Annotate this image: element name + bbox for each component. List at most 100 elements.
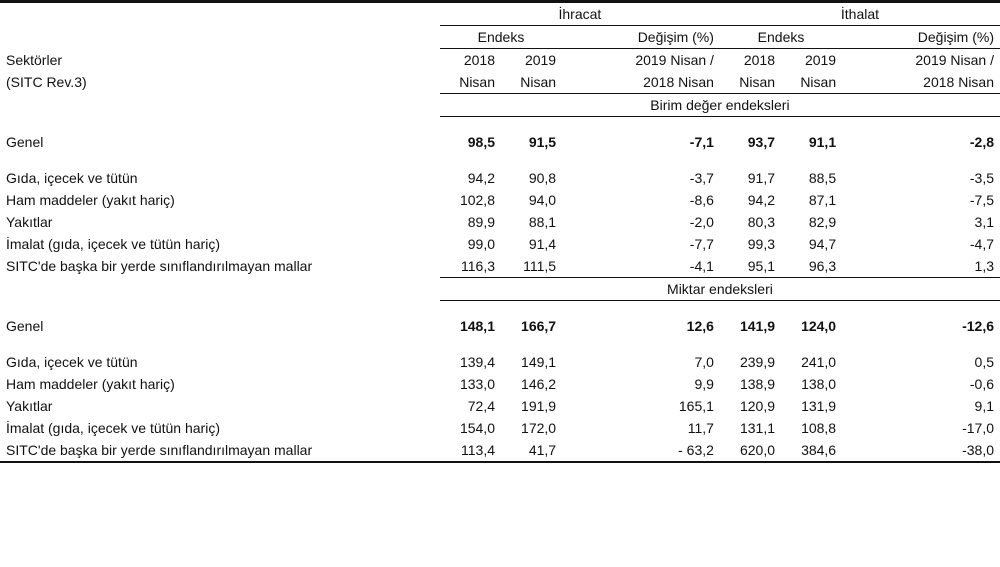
import-2019-header: 2019 <box>804 52 837 68</box>
import-2019-value: 96,3 <box>808 258 837 274</box>
import-2019-month: Nisan <box>800 74 837 90</box>
export-2019-value: 111,5 <box>523 258 557 274</box>
table-row: Yakıtlar 72,4 191,9 165,1 120,9 131,9 9,1 <box>0 395 1000 417</box>
import-change-value: -3,5 <box>969 170 994 186</box>
spacer-row <box>0 153 1000 167</box>
import-2018-value: 93,7 <box>747 134 776 150</box>
section-title-spacer <box>0 278 440 301</box>
export-2018-value: 113,4 <box>439 439 501 463</box>
export-change-value: 11,7 <box>687 420 714 436</box>
export-2018-value: 139,4 <box>459 354 495 370</box>
export-2018-value: 148,1 <box>459 318 495 334</box>
import-ratio-month: 2018 Nisan <box>923 74 994 90</box>
table-row: Ham maddeler (yakıt hariç) 133,0 146,2 9,9 1… <box>0 373 1000 395</box>
export-2018-value: 72,4 <box>467 398 495 414</box>
total-row: Genel 98,5 91,5 -7,1 93,7 91,1 -2,8 <box>0 131 1000 153</box>
sector-label: SITC'de başka bir yerde sınıflandırılmay… <box>0 439 440 463</box>
import-2019-value: 241,0 <box>801 354 837 370</box>
export-change-header: Değişim (%) <box>562 25 720 49</box>
sector-label: Ham maddeler (yakıt hariç) <box>6 192 175 208</box>
sector-label: Yakıtlar <box>6 214 53 230</box>
section-title: Birim değer endeksleri <box>439 93 1000 117</box>
header-row-measure: Endeks Değişim (%) Endeks Değişim (%) <box>0 25 1000 49</box>
import-2018-value: 99,3 <box>747 236 776 252</box>
spacer-row <box>0 337 1000 351</box>
section-title-row: Birim değer endeksleri <box>0 93 1000 117</box>
import-2018-value: 94,2 <box>747 192 776 208</box>
import-2018-value: 120,9 <box>739 398 776 414</box>
export-2019-value: 191,9 <box>521 398 557 414</box>
export-2018-value: 116,3 <box>461 258 495 274</box>
table-row: Gıda, içecek ve tütün 139,4 149,1 7,0 239,9 2… <box>0 351 1000 373</box>
import-2019-value: 87,1 <box>808 192 837 208</box>
import-2019-value: 124,0 <box>801 318 837 334</box>
sector-label: SITC'de başka bir yerde sınıflandırılmay… <box>6 258 313 275</box>
import-change-value: 9,1 <box>974 398 994 414</box>
export-ratio-month: 2018 Nisan <box>643 74 714 90</box>
table-row: SITC'de başka bir yerde sınıflandırılmay… <box>0 255 1000 278</box>
import-2018-value: 141,9 <box>739 318 776 334</box>
import-2019-value: 138,0 <box>801 376 837 392</box>
import-2018-value: 620,0 <box>719 439 782 463</box>
import-2018-value: 131,1 <box>739 420 776 436</box>
section-title-row: Miktar endeksleri <box>0 277 1000 301</box>
export-2019-value: 172,0 <box>521 420 557 436</box>
sectors-header: Sektörler <box>6 51 63 68</box>
sector-label: İmalat (gıda, içecek ve tütün hariç) <box>6 236 220 252</box>
import-change-value: -4,7 <box>969 236 994 252</box>
spacer-cell <box>0 301 1000 316</box>
sector-label: Ham maddeler (yakıt hariç) <box>6 376 175 392</box>
import-change-value: -12,6 <box>962 318 994 334</box>
spacer-row <box>0 301 1000 316</box>
import-2019-value: 94,7 <box>808 236 837 252</box>
import-header: İthalat <box>719 3 1000 26</box>
import-change-value: 0,5 <box>974 354 994 370</box>
export-2019-value: 91,5 <box>528 134 557 150</box>
import-change-value: -7,5 <box>969 192 994 208</box>
import-2018-value: 80,3 <box>747 214 776 230</box>
export-2019-value: 146,2 <box>521 376 557 392</box>
import-change-value: 3,1 <box>974 214 994 230</box>
sector-label: Genel <box>6 318 44 334</box>
export-change-value: -2,0 <box>689 214 714 230</box>
import-index-header: Endeks <box>719 25 843 49</box>
export-2019-value: 166,7 <box>521 318 557 334</box>
export-2019-value: 41,7 <box>501 439 563 463</box>
export-change-value: -4,1 <box>689 258 714 274</box>
import-2019-value: 108,8 <box>801 420 837 436</box>
table-row: Ham maddeler (yakıt hariç) 102,8 94,0 -8,6 9… <box>0 189 1000 211</box>
import-change-header: Değişim (%) <box>842 25 1000 49</box>
import-2018-value: 95,1 <box>747 258 776 274</box>
export-2019-value: 91,4 <box>528 236 557 252</box>
export-2018-value: 98,5 <box>467 134 495 150</box>
import-change-value: 1,3 <box>974 258 994 274</box>
export-2018-month: Nisan <box>459 74 495 90</box>
export-2019-header: 2019 <box>524 52 557 68</box>
import-ratio-header: 2019 Nisan / <box>915 52 994 68</box>
import-2019-value: 131,9 <box>801 398 837 414</box>
export-change-value: 9,9 <box>694 376 714 392</box>
import-2018-value: 138,9 <box>739 376 776 392</box>
table-row: İmalat (gıda, içecek ve tütün hariç) 154,… <box>0 417 1000 439</box>
table-row: SITC'de başka bir yerde sınıflandırılmay… <box>0 439 1000 463</box>
export-change-value: -7,7 <box>689 236 714 252</box>
export-change-value: 165,1 <box>678 398 714 414</box>
export-2019-value: 94,0 <box>528 192 557 208</box>
export-index-header: Endeks <box>439 25 563 49</box>
import-2018-header: 2018 <box>743 52 776 68</box>
export-2018-value: 99,0 <box>467 236 495 252</box>
total-row: Genel 148,1 166,7 12,6 141,9 124,0 -12,6 <box>0 315 1000 337</box>
sector-label: Gıda, içecek ve tütün <box>6 354 138 370</box>
sector-label: İmalat (gıda, içecek ve tütün hariç) <box>6 420 220 436</box>
export-2018-value: 154,0 <box>459 420 495 436</box>
spacer-row <box>0 117 1000 132</box>
sector-label: Yakıtlar <box>6 398 53 414</box>
export-ratio-header: 2019 Nisan / <box>635 52 714 68</box>
export-change-value: 12,6 <box>686 318 714 334</box>
export-2018-value: 94,2 <box>467 170 495 186</box>
import-2019-value: 82,9 <box>808 214 837 230</box>
sector-label: Gıda, içecek ve tütün <box>6 170 138 186</box>
spacer-cell <box>0 337 1000 351</box>
section-title: Miktar endeksleri <box>439 277 1000 301</box>
import-change-value: -17,0 <box>962 420 994 436</box>
